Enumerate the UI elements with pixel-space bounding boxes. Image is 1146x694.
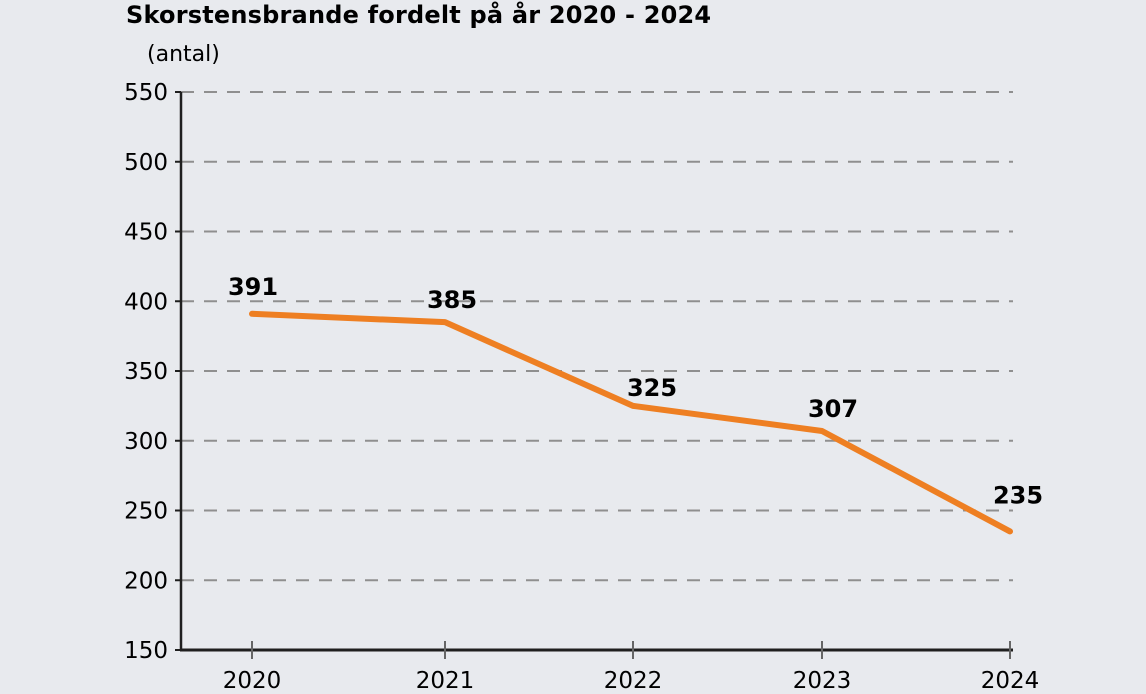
data-label: 235 xyxy=(993,481,1043,509)
y-tick-label: 500 xyxy=(124,150,168,176)
y-tick-label: 350 xyxy=(124,359,168,385)
data-label: 325 xyxy=(627,374,677,402)
chart-unit-label: (antal) xyxy=(147,42,220,67)
x-tick-label: 2022 xyxy=(604,668,663,694)
y-tick-label: 450 xyxy=(124,220,168,246)
chart-title: Skorstensbrande fordelt på år 2020 - 202… xyxy=(126,1,712,29)
x-tick-label: 2020 xyxy=(223,668,282,694)
y-tick-label: 400 xyxy=(124,289,168,315)
x-tick-label: 2023 xyxy=(793,668,852,694)
y-tick-label: 150 xyxy=(124,638,168,664)
data-label: 391 xyxy=(228,273,278,301)
data-label: 385 xyxy=(427,286,477,314)
y-tick-label: 300 xyxy=(124,429,168,455)
y-tick-label: 250 xyxy=(124,499,168,525)
x-tick-label: 2024 xyxy=(981,668,1040,694)
data-label: 307 xyxy=(808,395,858,423)
y-tick-label: 200 xyxy=(124,568,168,594)
x-tick-label: 2021 xyxy=(416,668,475,694)
series-line xyxy=(249,310,1013,535)
y-tick-label: 550 xyxy=(124,80,168,106)
